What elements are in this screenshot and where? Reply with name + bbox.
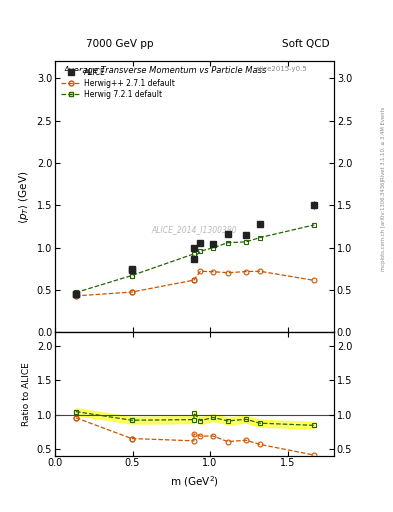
- Text: alice2015-y0.5: alice2015-y0.5: [256, 66, 308, 72]
- Text: Average Transverse Momentum vs Particle Mass: Average Transverse Momentum vs Particle …: [63, 66, 267, 75]
- Y-axis label: $\langle p_T \rangle$ (GeV): $\langle p_T \rangle$ (GeV): [17, 170, 31, 224]
- Text: 7000 GeV pp: 7000 GeV pp: [86, 38, 154, 49]
- Y-axis label: Ratio to ALICE: Ratio to ALICE: [22, 362, 31, 426]
- Text: ALICE_2014_I1300380: ALICE_2014_I1300380: [152, 225, 237, 234]
- Legend: ALICE, Herwig++ 2.7.1 default, Herwig 7.2.1 default: ALICE, Herwig++ 2.7.1 default, Herwig 7.…: [59, 65, 177, 101]
- Text: Soft QCD: Soft QCD: [283, 38, 330, 49]
- Text: mcplots.cern.ch [arXiv:1306.3436]: mcplots.cern.ch [arXiv:1306.3436]: [381, 180, 386, 271]
- Text: Rivet 3.1.10, ≥ 3.4M Events: Rivet 3.1.10, ≥ 3.4M Events: [381, 106, 386, 180]
- X-axis label: m (GeV$^2$): m (GeV$^2$): [170, 474, 219, 489]
